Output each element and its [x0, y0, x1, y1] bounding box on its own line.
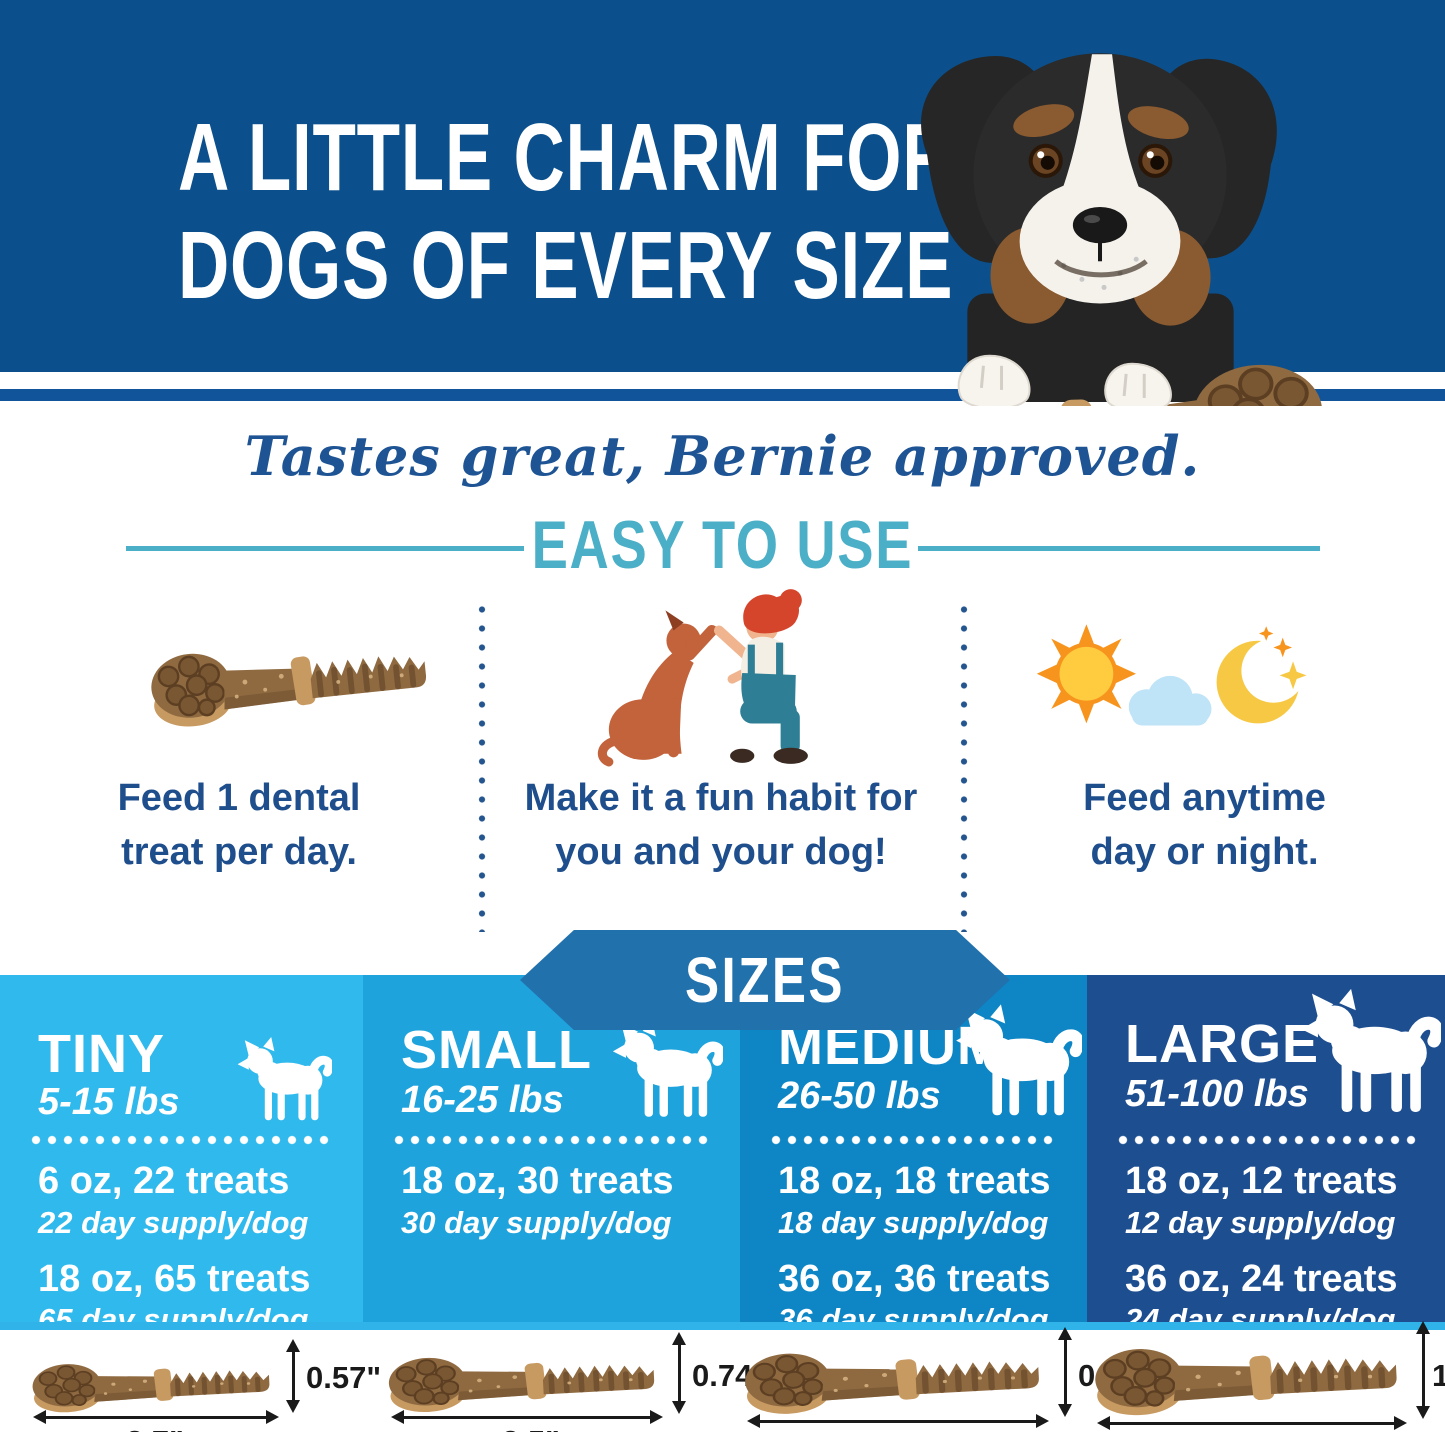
dog-silhouette-icon	[611, 1019, 723, 1123]
sizes-heading: SIZES	[685, 944, 845, 1016]
heading-rule-right	[918, 546, 1320, 551]
size-figure-medium: 0.87" 4.1"	[740, 1327, 1153, 1432]
length-label: 2.7"	[126, 1424, 184, 1432]
size-options: 18 oz, 18 treats 18 day supply/dog 36 oz…	[778, 1159, 1050, 1354]
pack-option: 18 oz, 65 treats	[38, 1257, 311, 1300]
dotted-separator	[391, 1135, 712, 1145]
page-title-line2: DOGS OF EVERY SIZE	[178, 212, 954, 320]
dog-silhouette-icon	[1299, 987, 1441, 1121]
size-column-small: SMALL 16-25 lbs 18 oz, 30 treats 30 day …	[363, 975, 740, 1322]
length-label: 3.5"	[502, 1424, 560, 1432]
pack-supply: 18 day supply/dog	[778, 1204, 1049, 1240]
size-figure-small: 0.74" 3.5"	[384, 1332, 767, 1432]
bernese-dog-with-toothbrush-treat-icon	[862, 53, 1334, 406]
dog-highfive-owner-icon	[590, 580, 854, 772]
step-caption: Feed anytime day or night.	[1083, 777, 1326, 873]
height-arrow	[286, 1339, 300, 1413]
length-arrow	[1097, 1416, 1407, 1430]
size-column-tiny: TINY 5-15 lbs 6 oz, 22 treats 22 day sup…	[0, 975, 363, 1337]
pack-supply: 30 day supply/dog	[401, 1204, 672, 1240]
pack-option: 18 oz, 30 treats	[401, 1160, 674, 1202]
size-figure-large: 1" 4.9"	[1092, 1321, 1445, 1432]
size-figure-tiny: 0.57" 2.7"	[28, 1336, 381, 1432]
dental-treat-icon	[740, 1328, 1054, 1424]
sun-and-moon-icon	[1022, 618, 1312, 742]
tagline: Tastes great, Bernie approved.	[244, 424, 1201, 488]
pack-option: 36 oz, 36 treats	[778, 1257, 1051, 1300]
sizes-heading-banner: SIZES	[520, 930, 1010, 1030]
height-arrow	[1058, 1327, 1072, 1417]
heading-rule-left	[126, 546, 524, 551]
pack-supply: 65 day supply/dog	[38, 1302, 309, 1338]
height-arrow	[1416, 1321, 1430, 1419]
pack-option: 6 oz, 22 treats	[38, 1160, 290, 1202]
pack-supply: 12 day supply/dog	[1125, 1204, 1396, 1240]
easy-to-use-heading: EASY TO USE	[531, 507, 914, 583]
dog-silhouette-icon	[236, 1037, 332, 1125]
size-column-large: LARGE 51-100 lbs 18 oz, 12 treats 12 day…	[1087, 975, 1445, 1337]
size-options: 18 oz, 12 treats 12 day supply/dog 36 oz…	[1125, 1159, 1397, 1354]
height-arrow	[672, 1332, 686, 1414]
size-column-medium: MEDIUM 26-50 lbs 18 oz, 18 treats 18 day…	[740, 975, 1087, 1337]
height-label: 0.57"	[306, 1360, 382, 1395]
dental-treat-icon	[384, 1335, 667, 1422]
dental-treat-icon	[28, 1344, 281, 1421]
size-name: TINY	[38, 1024, 166, 1084]
pack-supply: 36 day supply/dog	[778, 1302, 1049, 1338]
page-title: A LITTLE CHARM FOR DOGS OF EVERY SIZE	[178, 104, 954, 321]
bottom-stripe	[0, 1322, 1445, 1330]
size-weight-range: 51-100 lbs	[1125, 1073, 1309, 1115]
size-weight-range: 26-50 lbs	[778, 1075, 941, 1117]
size-options: 6 oz, 22 treats 22 day supply/dog 18 oz,…	[38, 1159, 310, 1354]
pack-supply: 22 day supply/dog	[38, 1204, 309, 1240]
dotted-divider	[960, 600, 968, 932]
size-options: 18 oz, 30 treats 30 day supply/dog	[401, 1159, 673, 1257]
dental-treat-icon	[143, 607, 443, 747]
dotted-separator	[28, 1135, 335, 1145]
length-arrow	[747, 1414, 1049, 1428]
size-name: LARGE	[1125, 1014, 1319, 1074]
dental-treat-icon	[1090, 1322, 1412, 1427]
size-weight-range: 5-15 lbs	[38, 1081, 180, 1123]
dotted-separator	[1115, 1135, 1417, 1145]
length-arrow	[33, 1410, 279, 1424]
size-weight-range: 16-25 lbs	[401, 1079, 564, 1121]
dog-silhouette-icon	[954, 1003, 1082, 1123]
step-caption: Make it a fun habit for you and your dog…	[524, 777, 918, 873]
length-arrow	[391, 1410, 663, 1424]
size-name: SMALL	[401, 1020, 592, 1080]
length-label: 4.1"	[872, 1426, 930, 1432]
step-caption: Feed 1 dental treat per day.	[117, 777, 361, 873]
pack-option: 18 oz, 12 treats	[1125, 1160, 1398, 1202]
dotted-separator	[768, 1135, 1059, 1145]
dotted-divider	[478, 600, 486, 932]
length-label: 4.9"	[1228, 1426, 1286, 1432]
pack-supply: 24 day supply/dog	[1125, 1302, 1396, 1338]
page-title-line1: A LITTLE CHARM FOR	[178, 104, 955, 211]
pack-option: 18 oz, 18 treats	[778, 1160, 1051, 1202]
pack-option: 36 oz, 24 treats	[1125, 1257, 1398, 1300]
height-label: 1"	[1432, 1358, 1445, 1393]
